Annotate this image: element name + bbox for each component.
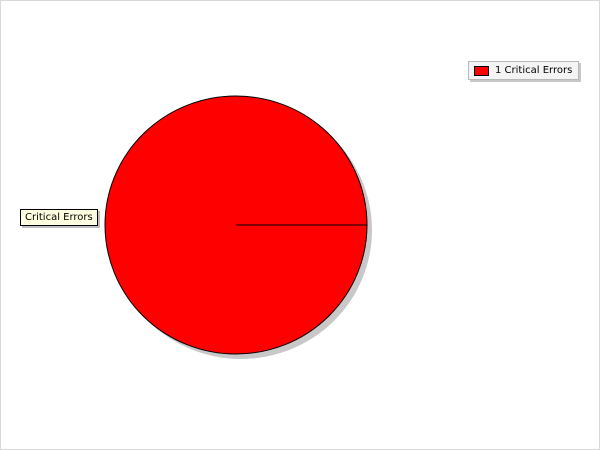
slice-label: Critical Errors (20, 209, 98, 226)
pie-slices (104, 95, 368, 355)
legend-swatch (474, 65, 489, 76)
legend-label: 1 Critical Errors (495, 65, 573, 76)
legend: 1 Critical Errors (468, 61, 580, 80)
